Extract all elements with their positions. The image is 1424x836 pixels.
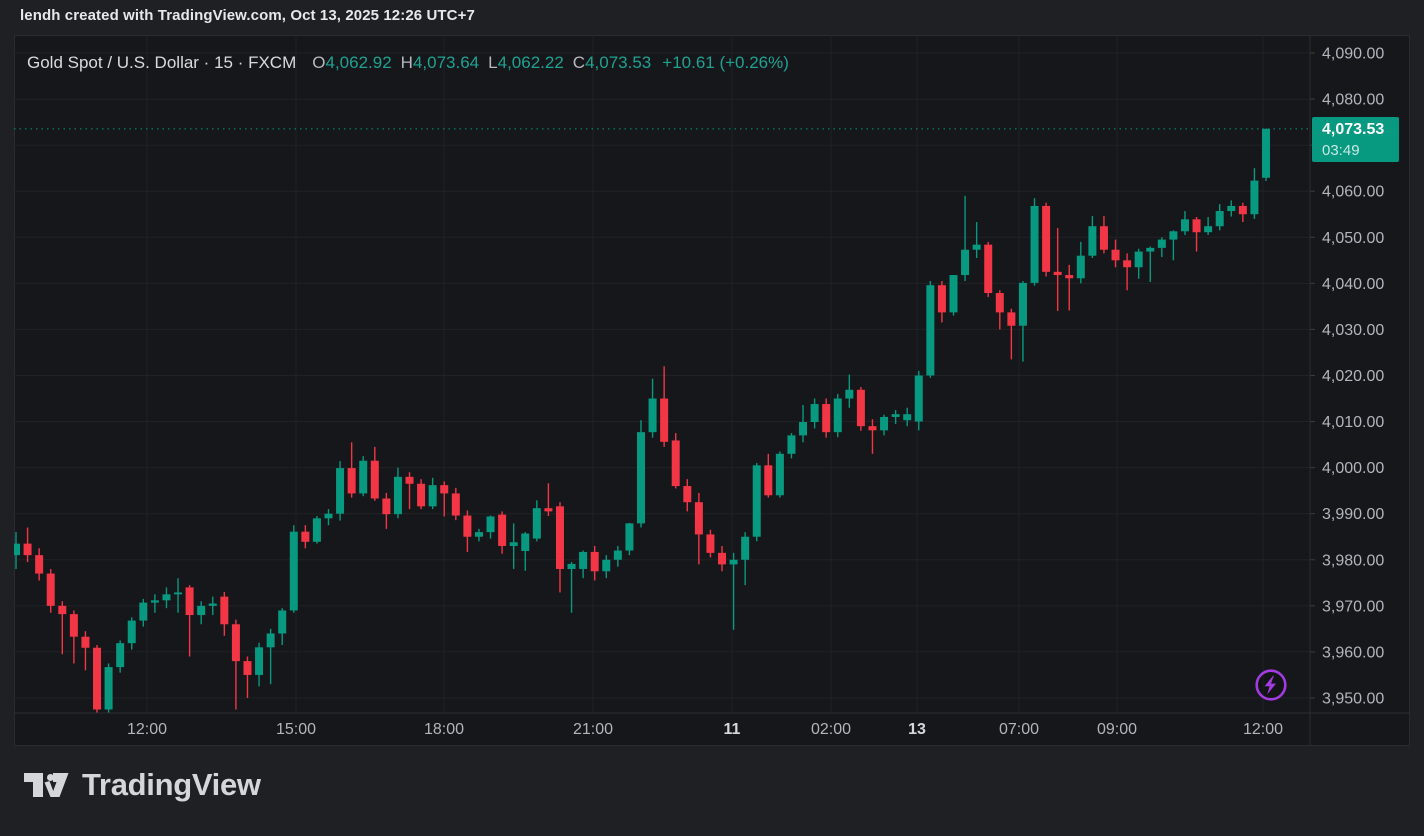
svg-text:3,960.00: 3,960.00 — [1322, 644, 1384, 661]
svg-text:18:00: 18:00 — [424, 721, 464, 738]
ohlc-open: O4,062.92 — [312, 53, 392, 72]
tradingview-logo[interactable]: TradingView — [24, 769, 261, 800]
svg-text:4,080.00: 4,080.00 — [1322, 92, 1384, 109]
snapshot-header: lendh created with TradingView.com, Oct … — [20, 7, 475, 24]
svg-text:21:00: 21:00 — [573, 721, 613, 738]
svg-text:4,050.00: 4,050.00 — [1322, 230, 1384, 247]
svg-text:3,950.00: 3,950.00 — [1322, 690, 1384, 707]
svg-text:4,030.00: 4,030.00 — [1322, 322, 1384, 339]
tradingview-mark-icon — [24, 772, 69, 797]
last-price-value: 4,073.53 — [1322, 120, 1385, 138]
svg-text:3,990.00: 3,990.00 — [1322, 506, 1384, 523]
ohlc-close: C4,073.53 — [572, 53, 652, 72]
svg-text:4,090.00: 4,090.00 — [1322, 46, 1384, 63]
svg-text:4,020.00: 4,020.00 — [1322, 368, 1384, 385]
instant-data-button[interactable] — [1253, 667, 1289, 703]
ohlc-high: H4,073.64 — [400, 53, 480, 72]
ohlc-low: L4,062.22 — [488, 53, 564, 72]
svg-text:13: 13 — [908, 721, 926, 738]
chart-legend: Gold Spot / U.S. Dollar · 15 · FXCM O4,0… — [27, 53, 789, 73]
change-text: +10.61 (+0.26%) — [662, 53, 789, 72]
last-price-badge[interactable]: 4,073.53 03:49 — [1312, 116, 1399, 162]
tradingview-logo-text: TradingView — [82, 767, 261, 802]
svg-text:12:00: 12:00 — [1243, 721, 1283, 738]
svg-text:12:00: 12:00 — [127, 721, 167, 738]
svg-text:3,970.00: 3,970.00 — [1322, 598, 1384, 615]
svg-text:09:00: 09:00 — [1097, 721, 1137, 738]
symbol-title[interactable]: Gold Spot / U.S. Dollar · 15 · FXCM — [27, 53, 297, 72]
svg-text:3,980.00: 3,980.00 — [1322, 552, 1384, 569]
chart-panel — [14, 35, 1410, 746]
svg-text:4,000.00: 4,000.00 — [1322, 460, 1384, 477]
svg-text:07:00: 07:00 — [999, 721, 1039, 738]
svg-text:02:00: 02:00 — [811, 721, 851, 738]
svg-text:15:00: 15:00 — [276, 721, 316, 738]
time-axis[interactable] — [14, 713, 1310, 746]
bar-countdown: 03:49 — [1322, 141, 1360, 159]
svg-text:4,040.00: 4,040.00 — [1322, 276, 1384, 293]
svg-text:11: 11 — [724, 721, 741, 738]
svg-text:4,060.00: 4,060.00 — [1322, 184, 1384, 201]
lightning-bolt-icon — [1255, 669, 1287, 701]
svg-text:4,010.00: 4,010.00 — [1322, 414, 1384, 431]
